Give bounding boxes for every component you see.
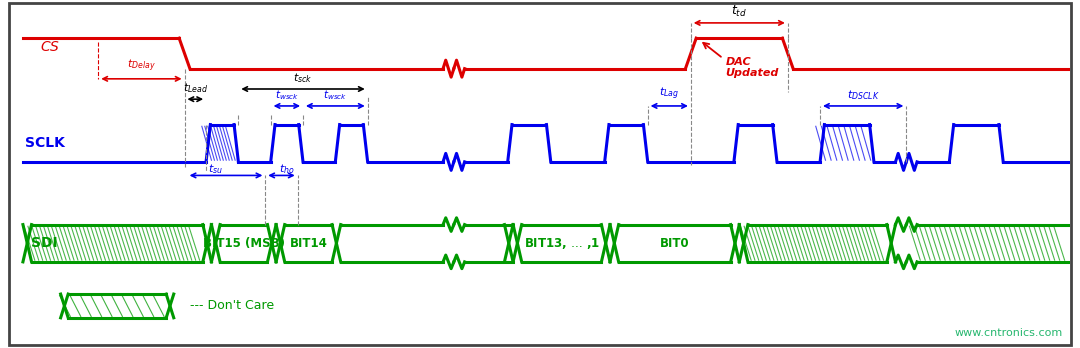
Text: $t_{Delay}$: $t_{Delay}$ xyxy=(127,57,156,74)
Text: BIT0: BIT0 xyxy=(660,237,689,250)
Text: $t_{sck}$: $t_{sck}$ xyxy=(294,71,313,85)
Text: SCLK: SCLK xyxy=(25,136,65,150)
Text: $t_{ho}$: $t_{ho}$ xyxy=(279,162,295,175)
Text: $\overline{CS}$: $\overline{CS}$ xyxy=(40,38,60,56)
Text: $t_{DSCLK}$: $t_{DSCLK}$ xyxy=(847,88,879,102)
Text: $t_{td}$: $t_{td}$ xyxy=(731,4,747,19)
Text: --- Don't Care: --- Don't Care xyxy=(190,299,274,313)
Text: BIT14: BIT14 xyxy=(289,237,327,250)
Text: www.cntronics.com: www.cntronics.com xyxy=(955,328,1063,338)
Text: BIT13, $\ldots$ ,1: BIT13, $\ldots$ ,1 xyxy=(524,236,599,251)
Text: $t_{Lag}$: $t_{Lag}$ xyxy=(659,86,679,102)
Text: SDI: SDI xyxy=(31,236,58,250)
Text: $t_{wsck}$: $t_{wsck}$ xyxy=(274,88,299,102)
Text: DAC
Updated: DAC Updated xyxy=(726,57,779,78)
Text: BIT15 (MSB): BIT15 (MSB) xyxy=(203,237,285,250)
Text: $t_{wsck}$: $t_{wsck}$ xyxy=(323,88,348,102)
Text: $t_{su}$: $t_{su}$ xyxy=(207,162,222,175)
Text: $t_{Lead}$: $t_{Lead}$ xyxy=(183,81,207,95)
